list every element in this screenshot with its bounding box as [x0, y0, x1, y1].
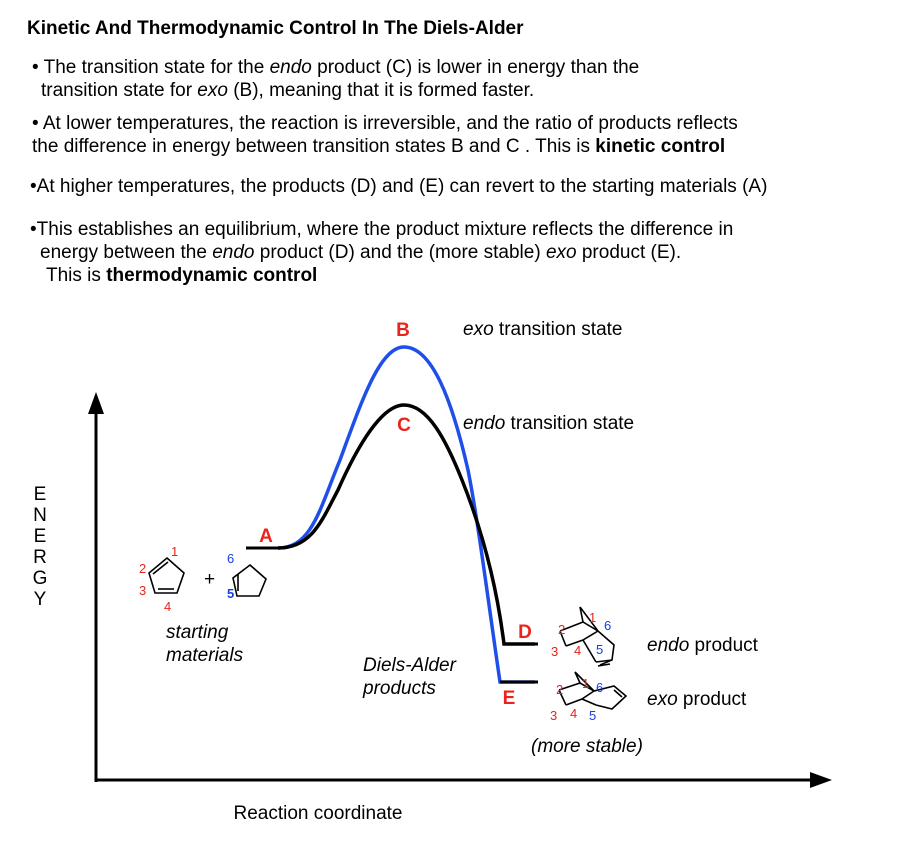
label-emphasis: endo [463, 413, 505, 434]
label-text: product [678, 689, 747, 710]
bullet-text: •At higher temperatures, the products (D… [30, 176, 768, 197]
atom-number: 1 [171, 544, 178, 559]
bullet-emphasis: endo [269, 57, 312, 78]
point-d-label: D [518, 622, 532, 643]
point-c-label: C [397, 415, 411, 436]
atom-number: 4 [574, 643, 581, 658]
plus-sign: + [204, 569, 215, 590]
exo-energy-curve [277, 345, 535, 684]
bullet-text: •This establishes an equilibrium, where … [30, 219, 734, 240]
bullet-emphasis: endo [212, 242, 255, 263]
bullet-text: • At lower temperatures, the reaction is… [32, 113, 738, 134]
atom-number: 1 [582, 676, 589, 691]
bullet-text: (B), meaning that it is formed faster. [227, 80, 535, 101]
atom-number: 3 [139, 583, 146, 598]
endo-product-label: endo product [647, 635, 759, 656]
label-emphasis: endo [647, 635, 689, 656]
point-b-label: B [396, 320, 410, 341]
bullet-bold: thermodynamic control [106, 265, 318, 286]
atom-number: 5 [596, 642, 603, 657]
label-text: transition state [505, 413, 634, 434]
page-title: Kinetic And Thermodynamic Control In The… [27, 18, 524, 39]
starting-materials-label-1: starting [166, 622, 229, 643]
label-text: transition state [494, 319, 623, 340]
atom-number: 4 [570, 706, 577, 721]
endo-product-structure [559, 606, 615, 667]
atom-number: 2 [556, 682, 563, 697]
y-axis-arrowhead [88, 392, 104, 414]
bullet-text: product (C) is lower in energy than the [311, 57, 640, 78]
atom-number: 4 [164, 599, 171, 614]
y-axis-letter: E [34, 484, 47, 505]
bullet-text: product (E). [576, 242, 682, 263]
label-text: product [689, 635, 758, 656]
endo-transition-state-label: endo transition state [463, 413, 634, 434]
atom-number: 6 [227, 551, 234, 566]
diels-alder-products-label-1: Diels-Alder [363, 655, 457, 676]
x-axis-label: Reaction coordinate [234, 803, 403, 824]
bullet-text: energy between the [40, 242, 213, 263]
diels-alder-products-label-2: products [362, 678, 436, 699]
y-axis-letter: R [33, 547, 47, 568]
atom-number: 2 [139, 561, 146, 576]
exo-product-structure [558, 671, 628, 710]
atom-number: 5 [589, 708, 596, 723]
bullet-higher-temperatures: •At higher temperatures, the products (D… [30, 175, 767, 198]
exo-transition-state-label: exo transition state [463, 319, 622, 340]
starting-materials-label-2: materials [166, 645, 244, 666]
label-emphasis: exo [647, 689, 678, 710]
atom-number: 3 [551, 644, 558, 659]
bullet-text: This is [46, 265, 107, 286]
point-a-label: A [259, 526, 273, 547]
exo-product-label: exo product [647, 689, 747, 710]
point-e-label: E [503, 688, 516, 709]
y-axis-letter: N [33, 505, 47, 526]
atom-number: 5 [227, 586, 234, 601]
atom-number: 6 [596, 680, 603, 695]
atom-number: 3 [550, 708, 557, 723]
atom-number: 1 [589, 610, 596, 625]
bullet-bold: kinetic control [595, 136, 726, 157]
label-emphasis: exo [463, 319, 494, 340]
bullet-thermodynamic-control: •This establishes an equilibrium, where … [30, 218, 733, 287]
bullet-text: transition state for [41, 80, 198, 101]
atom-number: 2 [558, 622, 565, 637]
more-stable-label: (more stable) [531, 736, 643, 757]
bullet-text: • The transition state for the [32, 57, 270, 78]
bullet-text: product (D) and the (more stable) [254, 242, 546, 263]
endo-energy-curve [277, 403, 535, 646]
bullet-kinetic-control: • At lower temperatures, the reaction is… [32, 112, 738, 158]
y-axis-label: E N E R G Y [33, 484, 48, 610]
x-axis-arrowhead [810, 772, 832, 788]
y-axis-letter: E [34, 526, 47, 547]
atom-number: 6 [604, 618, 611, 633]
bullet-emphasis: exo [545, 242, 577, 263]
bullet-text: the difference in energy between transit… [32, 136, 596, 157]
dienophile-structure [232, 563, 267, 597]
y-axis-letter: G [33, 568, 48, 589]
bullet-endo-ts-lower: • The transition state for the endo prod… [32, 56, 639, 102]
bullet-emphasis: exo [197, 80, 228, 101]
y-axis-letter: Y [34, 589, 47, 610]
cyclopentadiene-structure [148, 556, 185, 594]
